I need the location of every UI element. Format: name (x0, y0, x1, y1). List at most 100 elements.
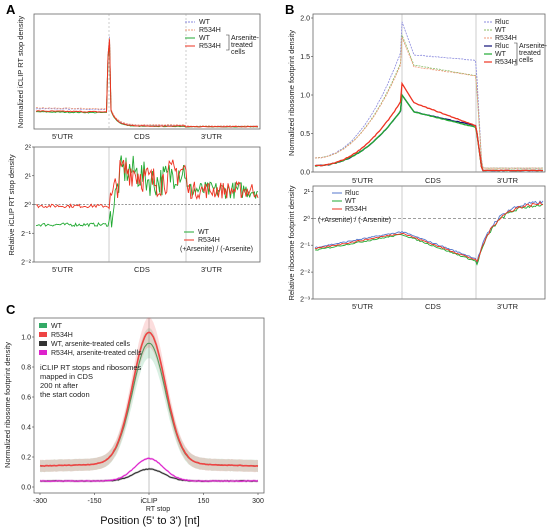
annotation-line-1: iCLIP RT stops and ribosomes (40, 363, 142, 372)
panel-label-c: C (6, 302, 16, 317)
legend-group-label: Arsenite-treated cells (519, 43, 548, 64)
legend-item: WT (198, 229, 210, 236)
legend-item: WT (345, 198, 357, 205)
region-label-cds: CDS (425, 176, 441, 185)
region-label-3utr: 3'UTR (201, 132, 223, 141)
legend-item: R534H, arsenite-treated cells (51, 350, 142, 357)
region-label-3utr: 3'UTR (201, 265, 223, 274)
series-line (39, 457, 259, 482)
legend: Rluc WT R534H (+Arsenite) / (-Arsenite) (318, 190, 391, 224)
x-tick-label: 300 (252, 498, 264, 505)
panel-label-a: A (6, 2, 16, 17)
x-tick-label: -300 (33, 498, 47, 505)
y-axis-label: Relative ribosome footprint density (287, 185, 296, 300)
legend-group-line-3: cells (519, 57, 534, 64)
series-line (35, 36, 258, 128)
y-tick-label: 2⁻² (21, 260, 32, 267)
y-tick-label: 2⁻³ (300, 297, 311, 304)
legend-item: R534H (495, 35, 517, 42)
region-label-3utr: 3'UTR (497, 302, 519, 311)
legend-item: R534H (51, 332, 73, 339)
legend-item: WT (199, 35, 211, 42)
chart-c: 0.0 0.2 0.4 0.6 0.8 1.0 -300 -150 iCLIP 150 300 No… (3, 317, 265, 527)
y-tick-label: 0.4 (21, 425, 31, 432)
x-axis-label: Position (5' to 3') [nt] (100, 515, 200, 527)
legend-group-line-1: Arsenite- (519, 43, 548, 50)
series-line (35, 39, 259, 128)
region-label-cds: CDS (134, 265, 150, 274)
series-line (314, 93, 544, 172)
y-tick-label: 2⁰ (24, 201, 31, 209)
x-tick-label: 150 (198, 498, 210, 505)
error-band (40, 457, 258, 483)
legend-group-line-2: treated (231, 42, 253, 49)
legend: WT R534H WT R534H Arsenite-treated cells (185, 19, 260, 56)
region-label-5utr: 5'UTR (52, 265, 74, 274)
y-tick-label: 0.6 (21, 395, 31, 402)
panel-label-b: B (285, 2, 294, 17)
legend: WT R534H WT, arsenite-treated cells R534… (39, 323, 142, 357)
chart-b-top: 0.0 0.5 1.0 1.5 2.0 Normalized ribosome foot… (287, 13, 548, 185)
series-line (314, 203, 544, 266)
region-label-5utr: 5'UTR (352, 302, 374, 311)
y-tick-label: 2.0 (300, 16, 310, 23)
y-tick-label: 2⁻² (300, 270, 311, 277)
legend-item: WT, arsenite-treated cells (51, 341, 130, 348)
legend-item: Rluc (345, 190, 360, 197)
y-tick-label: 0.2 (21, 455, 31, 462)
series-line (314, 37, 544, 169)
y-tick-label: 0.0 (21, 485, 31, 492)
legend-note: (+Arsenite) / (-Arsenite) (180, 246, 253, 253)
series-line (35, 37, 259, 127)
series-line (39, 331, 258, 468)
chart-a-top: Normalized iCLIP RT stop density 5'UTR C… (16, 13, 261, 141)
legend-item: WT (495, 27, 507, 34)
y-axis-label: Normalized ribosome footprint density (287, 30, 296, 156)
legend: WT R534H (+Arsenite) / (-Arsenite) (180, 229, 253, 253)
legend: Rluc WT R534H Rluc WT R534H Arsenite-tre… (484, 19, 548, 66)
legend-item: WT (199, 19, 211, 26)
series-line (35, 159, 259, 210)
series-line (314, 34, 544, 169)
annotation-line-3: 200 nt after (40, 381, 78, 390)
region-label-3utr: 3'UTR (497, 176, 519, 185)
legend-item: R534H (495, 59, 517, 66)
y-tick-label: 0.0 (300, 170, 310, 177)
series-line (36, 42, 259, 128)
y-tick-label: 0.8 (21, 365, 31, 372)
plot-frame (312, 13, 546, 173)
y-tick-label: 2¹ (304, 189, 311, 196)
series-line (315, 81, 543, 172)
legend-item: Rluc (495, 43, 510, 50)
y-axis-label: Normalized ribosome footprint density (3, 342, 12, 468)
y-tick-label: 1.5 (300, 54, 310, 61)
y-axis-label: Relative iCLIP RT stop density (7, 154, 16, 256)
x-tick-label: iCLIP (140, 498, 157, 505)
annotation-line-4: the start codon (40, 390, 90, 399)
legend-group-label: Arsenite-treated cells (231, 35, 260, 56)
legend-item: R534H (198, 237, 220, 244)
legend-item: R534H (199, 27, 221, 34)
legend-item: WT (495, 51, 507, 58)
error-band (40, 328, 258, 473)
legend-item: R534H (199, 43, 221, 50)
y-tick-label: 1.0 (21, 335, 31, 342)
legend-item: WT (51, 323, 63, 330)
legend-group-line-3: cells (231, 49, 246, 56)
y-tick-label: 2² (25, 145, 32, 152)
plot-frame (33, 13, 261, 130)
y-tick-label: 2⁻¹ (300, 243, 311, 250)
region-label-cds: CDS (425, 302, 441, 311)
region-label-cds: CDS (134, 132, 150, 141)
y-tick-label: 1.0 (300, 93, 310, 100)
legend-group-line-2: treated (519, 50, 541, 57)
annotation-line-2: mapped in CDS (40, 372, 93, 381)
y-tick-label: 0.5 (300, 131, 310, 138)
y-axis-label: Normalized iCLIP RT stop density (16, 16, 25, 128)
series-line (314, 93, 544, 172)
region-label-5utr: 5'UTR (352, 176, 374, 185)
y-tick-label: 2⁰ (303, 215, 310, 223)
y-tick-label: 2⁻¹ (21, 231, 32, 238)
region-label-5utr: 5'UTR (52, 132, 74, 141)
